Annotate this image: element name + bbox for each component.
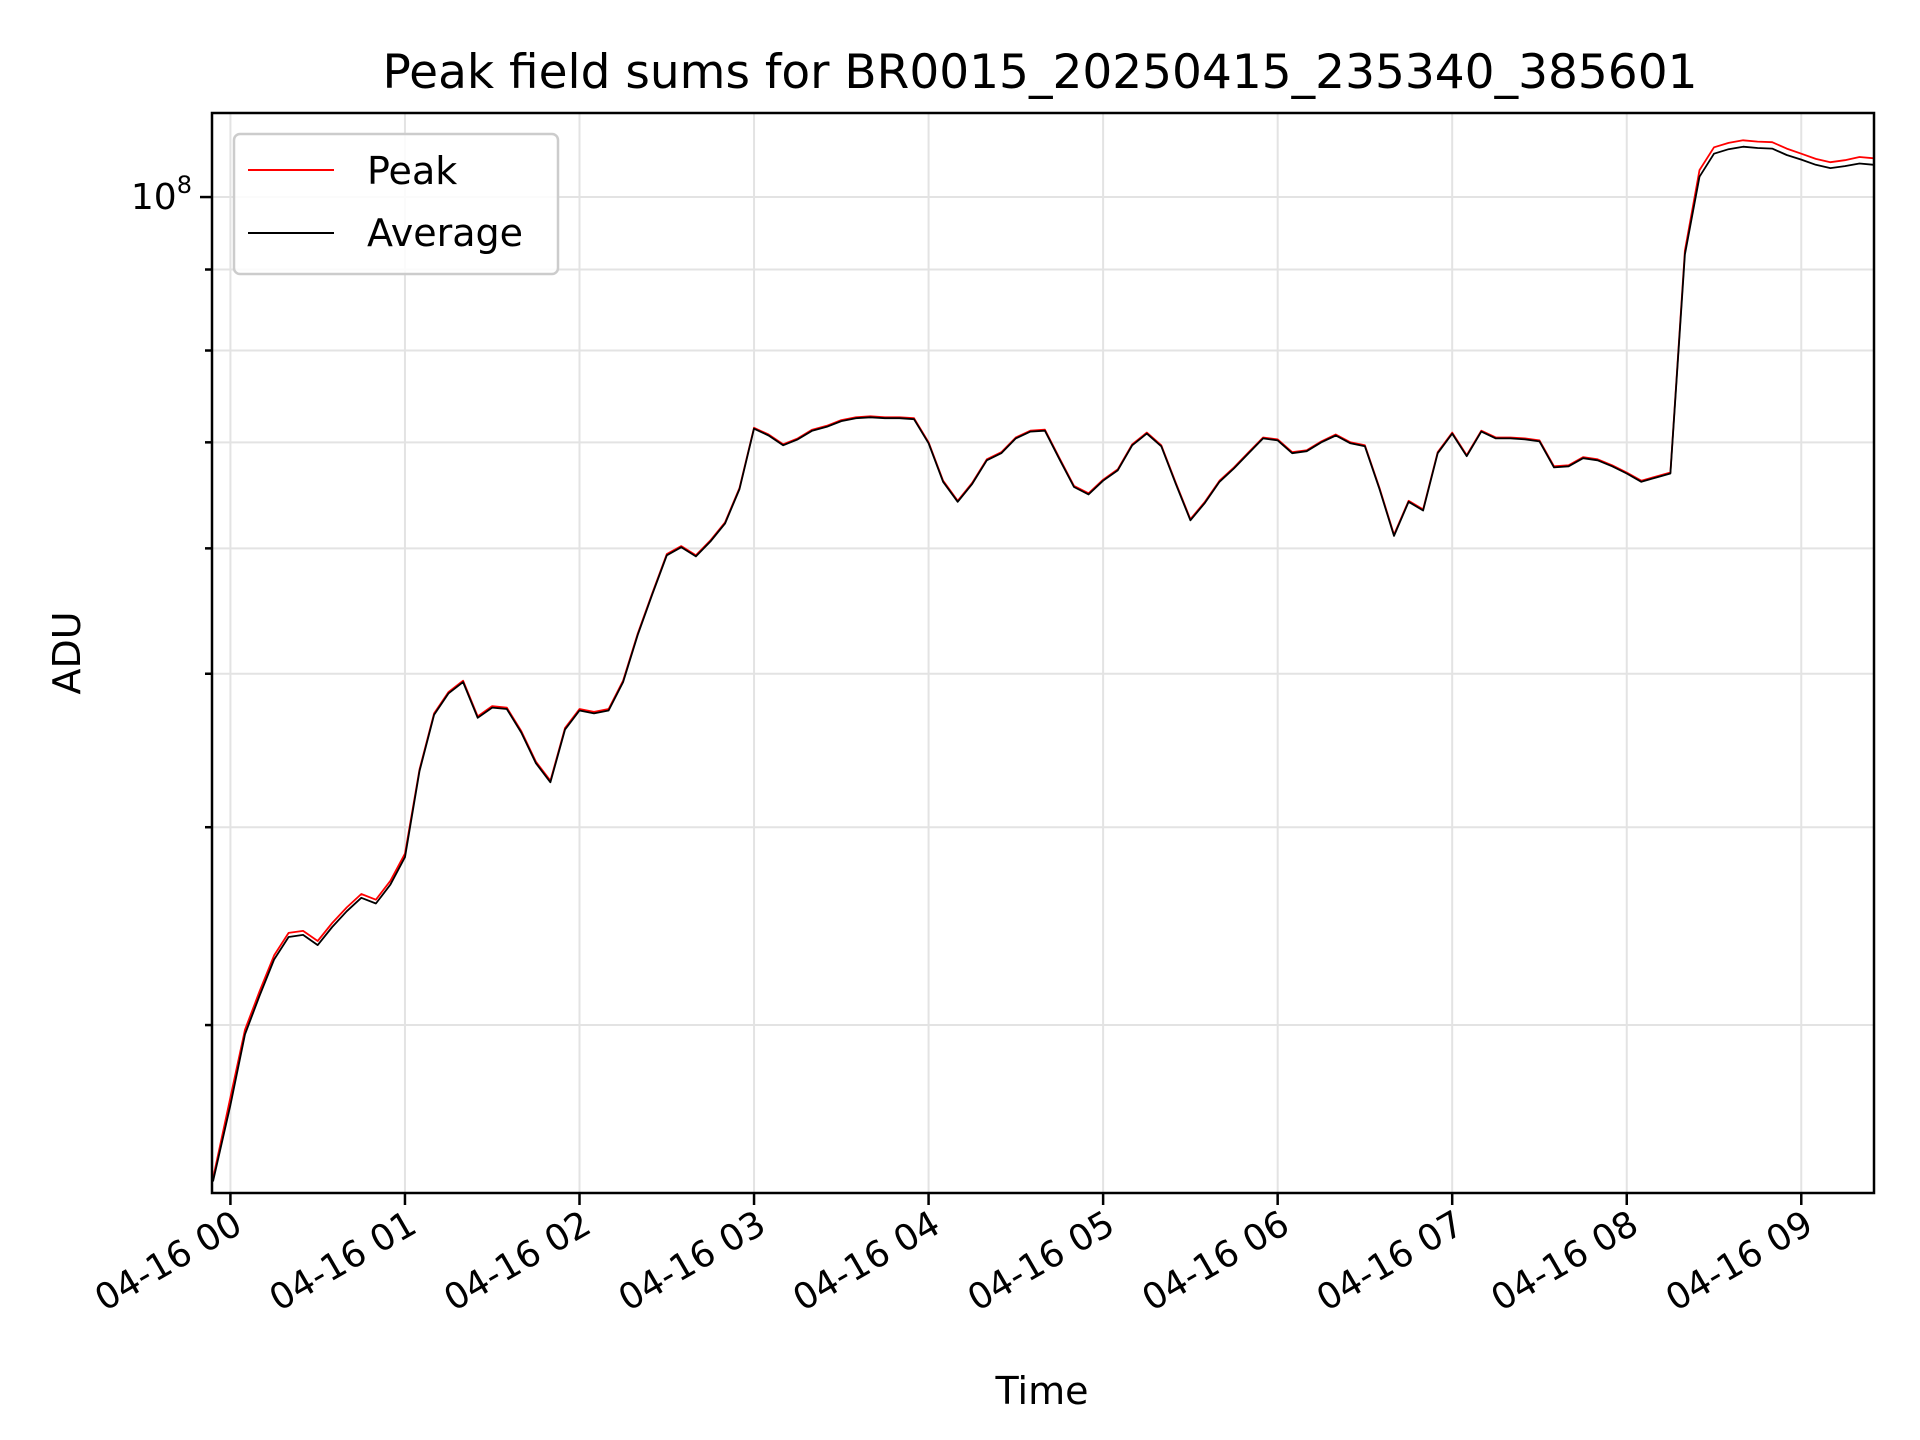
gridlines (212, 113, 1874, 1193)
series-line-average (212, 145, 1875, 1182)
x-tick-label: 04-16 01 (263, 1203, 424, 1319)
x-tick-label: 04-16 04 (786, 1203, 947, 1319)
y-tick-label: 108 (131, 171, 192, 218)
x-tick-label: 04-16 09 (1659, 1203, 1820, 1319)
x-tick-label: 04-16 07 (1310, 1203, 1471, 1319)
series-layer (212, 139, 1875, 1182)
x-axis-label: Time (995, 1369, 1089, 1413)
y-axis-label: ADU (45, 611, 89, 694)
x-tick-label: 04-16 02 (437, 1203, 598, 1319)
x-tick-label: 04-16 00 (88, 1203, 249, 1319)
legend-label-average: Average (367, 211, 523, 255)
y-axis: 108 (131, 171, 212, 1027)
x-axis: 04-16 00 04-16 01 04-16 02 04-16 03 04-16 04… (88, 1193, 1820, 1320)
x-tick-label: 04-16 06 (1135, 1203, 1296, 1319)
plot-frame (210, 111, 1876, 1195)
x-tick-label: 04-16 08 (1485, 1203, 1646, 1319)
x-tick-label: 04-16 05 (961, 1203, 1122, 1319)
legend: Peak Average (232, 132, 560, 276)
x-tick-label: 04-16 03 (612, 1203, 773, 1319)
series-line-peak (212, 139, 1875, 1179)
legend-label-peak: Peak (367, 149, 457, 193)
chart-title: Peak field sums for BR0015_20250415_2353… (382, 45, 1697, 100)
